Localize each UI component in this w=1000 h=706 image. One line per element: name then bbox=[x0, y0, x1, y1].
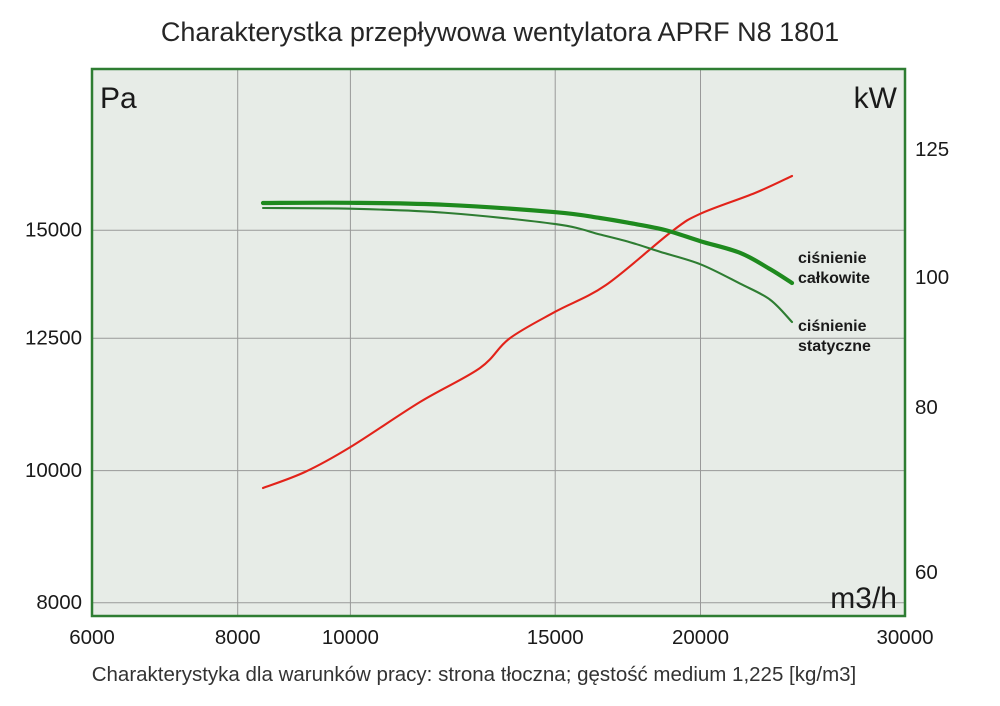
svg-text:8000: 8000 bbox=[215, 626, 261, 649]
svg-text:kW: kW bbox=[854, 82, 898, 115]
svg-text:30000: 30000 bbox=[876, 626, 933, 649]
svg-text:100: 100 bbox=[915, 266, 949, 289]
svg-text:10000: 10000 bbox=[322, 626, 379, 649]
svg-text:125: 125 bbox=[915, 138, 949, 161]
svg-text:m3/h: m3/h bbox=[830, 582, 897, 615]
svg-text:ciśnienie: ciśnienie bbox=[798, 318, 867, 335]
svg-text:60: 60 bbox=[915, 561, 938, 584]
svg-text:8000: 8000 bbox=[36, 591, 82, 614]
svg-text:12500: 12500 bbox=[25, 327, 82, 350]
svg-text:15000: 15000 bbox=[25, 219, 82, 242]
svg-text:Pa: Pa bbox=[100, 82, 137, 115]
svg-text:6000: 6000 bbox=[69, 626, 115, 649]
svg-text:20000: 20000 bbox=[672, 626, 729, 649]
svg-text:całkowite: całkowite bbox=[798, 270, 870, 287]
svg-text:statyczne: statyczne bbox=[798, 338, 871, 355]
svg-text:10000: 10000 bbox=[25, 459, 82, 482]
svg-text:80: 80 bbox=[915, 396, 938, 419]
svg-text:15000: 15000 bbox=[527, 626, 584, 649]
svg-text:ciśnienie: ciśnienie bbox=[798, 250, 867, 267]
